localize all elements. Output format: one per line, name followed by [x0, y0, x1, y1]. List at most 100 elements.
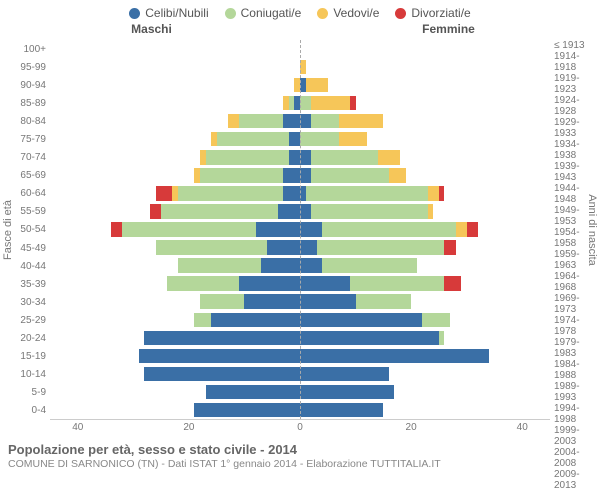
column-headers: Maschi Femmine: [0, 22, 600, 36]
legend-label: Divorziati/e: [411, 6, 470, 20]
x-tick: 0: [297, 422, 303, 433]
male-bar: [50, 240, 300, 254]
birth-tick: 1934-1938: [554, 139, 600, 161]
age-tick: 95-99: [0, 58, 46, 76]
age-tick: 20-24: [0, 330, 46, 348]
age-tick: 35-39: [0, 275, 46, 293]
bar-segment: [156, 240, 267, 254]
male-bar: [50, 186, 300, 200]
age-tick: 5-9: [0, 384, 46, 402]
centerline: [300, 40, 301, 419]
age-tick: 85-89: [0, 94, 46, 112]
male-bar: [50, 331, 300, 345]
female-bar: [300, 132, 550, 146]
birth-tick: ≤ 1913: [554, 40, 600, 51]
bar-segment: [239, 276, 300, 290]
bar-segment: [300, 132, 339, 146]
bar-segment: [350, 96, 356, 110]
legend-label: Vedovi/e: [333, 6, 379, 20]
x-tick: 40: [517, 422, 528, 433]
bar-segment: [283, 168, 300, 182]
bar-segment: [311, 96, 350, 110]
male-bar: [50, 114, 300, 128]
bar-segment: [200, 294, 244, 308]
female-bar: [300, 204, 550, 218]
female-bar: [300, 403, 550, 417]
female-bar: [300, 150, 550, 164]
y-axis-label-left: Fasce di età: [2, 200, 14, 260]
bar-segment: [300, 168, 311, 182]
bar-segment: [206, 150, 289, 164]
header-female: Femmine: [345, 22, 600, 36]
chart-title: Popolazione per età, sesso e stato civil…: [8, 442, 592, 457]
legend-item: Coniugati/e: [225, 6, 302, 20]
bar-segment: [422, 313, 450, 327]
birth-tick: 1974-1978: [554, 315, 600, 337]
bar-segment: [339, 114, 383, 128]
birth-tick: 1929-1933: [554, 117, 600, 139]
male-bar: [50, 258, 300, 272]
bar-segment: [300, 96, 311, 110]
bar-segment: [178, 186, 284, 200]
age-tick: 70-74: [0, 149, 46, 167]
bar-segment: [300, 258, 322, 272]
bar-segment: [300, 367, 389, 381]
bar-segment: [467, 222, 478, 236]
legend-swatch: [395, 8, 406, 19]
bar-segment: [322, 222, 455, 236]
bar-segment: [300, 349, 489, 363]
female-bar: [300, 78, 550, 92]
age-tick: 15-19: [0, 348, 46, 366]
bar-segment: [300, 276, 350, 290]
bar-segment: [356, 294, 412, 308]
female-bar: [300, 294, 550, 308]
female-bar: [300, 349, 550, 363]
footer: Popolazione per età, sesso e stato civil…: [0, 438, 600, 470]
bar-segment: [111, 222, 122, 236]
male-bar: [50, 294, 300, 308]
female-bar: [300, 42, 550, 56]
birth-tick: 1999-2003: [554, 425, 600, 447]
bar-segment: [428, 204, 434, 218]
age-tick: 30-34: [0, 293, 46, 311]
birth-tick: 1939-1943: [554, 161, 600, 183]
plot-area: [50, 40, 550, 420]
bar-segment: [244, 294, 300, 308]
bar-segment: [317, 240, 445, 254]
female-bar: [300, 168, 550, 182]
age-tick: 75-79: [0, 130, 46, 148]
y-axis-label-right: Anni di nascita: [586, 194, 598, 266]
bar-segment: [256, 222, 300, 236]
bar-segment: [389, 168, 406, 182]
bar-segment: [122, 222, 255, 236]
bar-segment: [217, 132, 289, 146]
bar-segment: [378, 150, 400, 164]
legend-item: Divorziati/e: [395, 6, 470, 20]
birth-tick: 1919-1923: [554, 73, 600, 95]
bar-segment: [144, 367, 300, 381]
bar-segment: [156, 186, 173, 200]
bar-segment: [228, 114, 239, 128]
male-bar: [50, 204, 300, 218]
bar-segment: [267, 240, 300, 254]
bar-segment: [300, 240, 317, 254]
bar-segment: [300, 403, 383, 417]
age-tick: 65-69: [0, 167, 46, 185]
female-bar: [300, 222, 550, 236]
bar-segment: [139, 349, 300, 363]
birth-tick: 1969-1973: [554, 293, 600, 315]
bar-segment: [306, 186, 428, 200]
bar-segment: [311, 168, 389, 182]
age-tick: 25-29: [0, 311, 46, 329]
bar-segment: [339, 132, 367, 146]
male-bar: [50, 132, 300, 146]
male-bar: [50, 150, 300, 164]
female-bar: [300, 240, 550, 254]
bar-segment: [428, 186, 439, 200]
header-male: Maschi: [0, 22, 255, 36]
birth-tick: 1984-1988: [554, 359, 600, 381]
male-bar: [50, 349, 300, 363]
bar-segment: [239, 114, 283, 128]
age-tick: 100+: [0, 40, 46, 58]
bar-segment: [439, 186, 445, 200]
